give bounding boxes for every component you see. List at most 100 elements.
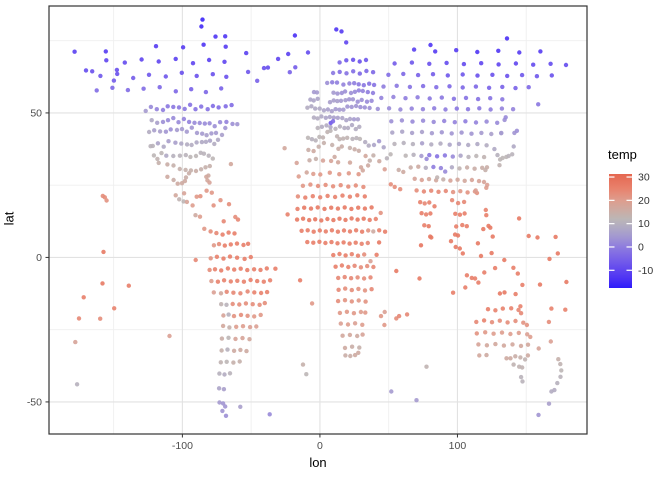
data-point: [210, 72, 215, 77]
data-point: [319, 218, 324, 223]
data-point: [247, 324, 253, 330]
axes: -100 0 100 50 0 -50: [27, 107, 467, 452]
data-point: [198, 167, 204, 172]
data-point: [323, 115, 328, 121]
data-point: [311, 148, 316, 154]
legend-tick-label: -10: [638, 265, 653, 277]
data-point: [335, 298, 341, 304]
data-point: [396, 313, 402, 319]
data-point: [362, 288, 368, 293]
data-point: [431, 119, 436, 125]
data-point: [231, 348, 237, 353]
data-point: [154, 107, 159, 112]
data-point: [330, 184, 336, 189]
data-point: [462, 211, 467, 216]
data-point: [153, 44, 159, 49]
data-point: [345, 125, 351, 131]
data-point: [344, 118, 349, 123]
data-point: [321, 108, 327, 113]
data-point: [224, 119, 229, 125]
data-point: [473, 188, 478, 193]
data-point: [297, 278, 303, 283]
data-point: [315, 116, 320, 121]
data-point: [371, 264, 376, 270]
data-point: [357, 124, 362, 129]
data-point: [325, 193, 330, 199]
data-point: [165, 118, 171, 123]
data-point: [382, 309, 387, 315]
data-point: [282, 146, 287, 151]
data-point: [234, 324, 239, 329]
data-point: [216, 386, 222, 391]
data-point: [461, 199, 467, 205]
data-point: [315, 183, 321, 189]
data-point: [294, 160, 299, 166]
data-point: [223, 413, 229, 418]
data-point: [409, 106, 414, 111]
data-point: [488, 107, 493, 112]
data-point: [219, 348, 224, 353]
data-point: [100, 281, 105, 286]
data-point: [155, 141, 161, 146]
data-point: [501, 343, 507, 348]
data-point: [355, 99, 360, 104]
data-point: [528, 334, 533, 340]
data-point: [221, 278, 227, 283]
data-point: [219, 132, 225, 138]
data-point: [336, 146, 341, 151]
data-point: [401, 169, 406, 175]
data-point: [357, 136, 363, 142]
data-point: [122, 60, 128, 65]
data-point: [212, 124, 217, 129]
data-point: [177, 153, 183, 158]
data-point: [398, 187, 403, 192]
data-point: [349, 252, 354, 257]
data-point: [558, 361, 563, 367]
data-point: [556, 357, 561, 362]
data-point: [146, 72, 152, 78]
data-point: [363, 57, 369, 63]
data-point: [510, 107, 516, 112]
data-point: [184, 142, 190, 147]
data-point: [201, 42, 206, 47]
data-point: [356, 82, 361, 87]
data-point: [183, 167, 188, 173]
data-point: [330, 119, 336, 124]
data-point: [73, 339, 78, 345]
data-point: [174, 127, 180, 133]
data-point: [438, 141, 443, 146]
data-point: [489, 320, 495, 325]
data-point: [337, 69, 342, 75]
data-point: [555, 380, 560, 386]
data-point: [209, 190, 214, 195]
data-point: [369, 287, 374, 292]
data-point: [480, 165, 485, 170]
data-point: [304, 170, 309, 175]
data-point: [513, 354, 518, 359]
data-point: [351, 69, 356, 74]
data-point: [448, 178, 453, 183]
data-point: [232, 231, 237, 236]
data-point: [194, 194, 199, 199]
panel-border: [48, 5, 588, 435]
data-point: [348, 276, 354, 281]
data-point: [155, 156, 160, 162]
data-point: [225, 266, 231, 271]
data-point: [150, 143, 155, 149]
data-point: [419, 177, 424, 183]
data-point: [311, 229, 316, 234]
data-point: [179, 181, 185, 186]
data-point: [502, 257, 507, 263]
data-point: [347, 332, 353, 338]
data-point: [207, 121, 212, 126]
data-point: [335, 115, 340, 121]
data-point: [221, 256, 226, 261]
data-point: [356, 286, 361, 292]
data-point: [329, 109, 334, 114]
data-point: [190, 203, 195, 208]
data-point: [240, 324, 246, 329]
data-point: [332, 194, 338, 200]
data-point: [430, 72, 436, 77]
data-point: [189, 142, 194, 148]
data-point: [341, 240, 346, 245]
